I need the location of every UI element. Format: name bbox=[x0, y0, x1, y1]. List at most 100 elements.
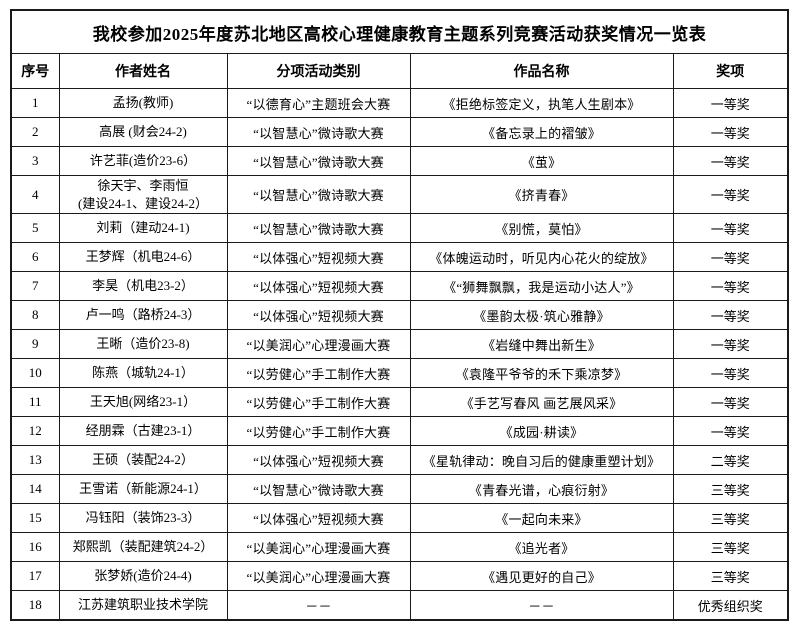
cell-no: 11 bbox=[10, 387, 60, 418]
cell-award: 二等奖 bbox=[672, 445, 789, 476]
cell-author: 江苏建筑职业技术学院 bbox=[58, 590, 228, 621]
cell-no: 10 bbox=[10, 358, 60, 389]
table-row: 12 经朋霖（古建23-1） “以劳健心”手工制作大赛 《成园·耕读》 一等奖 bbox=[10, 416, 789, 447]
cell-author: 卢一鸣（路桥24-3） bbox=[58, 300, 228, 331]
table-row: 8 卢一鸣（路桥24-3） “以体强心”短视频大赛 《墨韵太极·筑心雅静》 一等奖 bbox=[10, 300, 789, 331]
cell-work: 《手艺写春风 画艺展风采》 bbox=[409, 387, 674, 418]
cell-award: 三等奖 bbox=[672, 561, 789, 592]
cell-category: “以智慧心”微诗歌大赛 bbox=[226, 146, 411, 176]
table-row: 7 李昊（机电23-2） “以体强心”短视频大赛 《“狮舞飘飘，我是运动小达人”》 一等… bbox=[10, 271, 789, 302]
cell-category: “以劳健心”手工制作大赛 bbox=[226, 387, 411, 418]
table-title: 我校参加2025年度苏北地区高校心理健康教育主题系列竞赛活动获奖情况一览表 bbox=[10, 9, 789, 54]
cell-author: 许艺菲(造价23-6） bbox=[58, 146, 228, 176]
title-row: 我校参加2025年度苏北地区高校心理健康教育主题系列竞赛活动获奖情况一览表 bbox=[10, 9, 789, 54]
table-row: 18 江苏建筑职业技术学院 －－ －－ 优秀组织奖 bbox=[10, 590, 789, 621]
cell-category: “以体强心”短视频大赛 bbox=[226, 242, 411, 273]
cell-no: 4 bbox=[10, 174, 60, 215]
table-row: 2 高展 (财会24-2) “以智慧心”微诗歌大赛 《备忘录上的褶皱》 一等奖 bbox=[10, 117, 789, 147]
cell-award: 一等奖 bbox=[672, 358, 789, 389]
cell-award: 三等奖 bbox=[672, 503, 789, 534]
cell-category: “以体强心”短视频大赛 bbox=[226, 271, 411, 302]
cell-work: 《袁隆平爷爷的禾下乘凉梦》 bbox=[409, 358, 674, 389]
cell-category: “以德育心”主题班会大赛 bbox=[226, 88, 411, 118]
cell-award: 一等奖 bbox=[672, 387, 789, 418]
col-header-no: 序号 bbox=[10, 53, 60, 89]
cell-work: 《追光者》 bbox=[409, 532, 674, 563]
cell-no: 16 bbox=[10, 532, 60, 563]
awards-table: 我校参加2025年度苏北地区高校心理健康教育主题系列竞赛活动获奖情况一览表 序号… bbox=[10, 9, 790, 622]
cell-author: 孟扬(教师) bbox=[58, 88, 228, 118]
cell-no: 18 bbox=[10, 590, 60, 621]
cell-author: 陈燕（城轨24-1） bbox=[58, 358, 228, 389]
cell-author: 王晰（造价23-8) bbox=[58, 329, 228, 360]
cell-category: “以劳健心”手工制作大赛 bbox=[226, 358, 411, 389]
cell-work: 《岩缝中舞出新生》 bbox=[409, 329, 674, 360]
table-body: 1 孟扬(教师) “以德育心”主题班会大赛 《拒绝标签定义，执笔人生剧本》 一等奖 2 高展… bbox=[10, 88, 789, 621]
cell-work: 《遇见更好的自己》 bbox=[409, 561, 674, 592]
header-row: 序号 作者姓名 分项活动类别 作品名称 奖项 bbox=[10, 53, 789, 89]
cell-author: 王梦辉（机电24-6） bbox=[58, 242, 228, 273]
col-header-award: 奖项 bbox=[672, 53, 789, 89]
cell-category: “以智慧心”微诗歌大赛 bbox=[226, 213, 411, 244]
cell-award: 一等奖 bbox=[672, 416, 789, 447]
table-row: 15 冯钰阳（装饰23-3） “以体强心”短视频大赛 《一起向未来》 三等奖 bbox=[10, 503, 789, 534]
col-header-category: 分项活动类别 bbox=[226, 53, 411, 89]
cell-work: 《星轨律动：晚自习后的健康重塑计划》 bbox=[409, 445, 674, 476]
cell-no: 9 bbox=[10, 329, 60, 360]
cell-award: 一等奖 bbox=[672, 213, 789, 244]
cell-award: 一等奖 bbox=[672, 146, 789, 176]
table-row: 13 王硕（装配24-2） “以体强心”短视频大赛 《星轨律动：晚自习后的健康重塑计划… bbox=[10, 445, 789, 476]
cell-work: 《拒绝标签定义，执笔人生剧本》 bbox=[409, 88, 674, 118]
cell-no: 7 bbox=[10, 271, 60, 302]
table-row: 5 刘莉（建动24-1) “以智慧心”微诗歌大赛 《别慌，莫怕》 一等奖 bbox=[10, 213, 789, 244]
cell-author: 高展 (财会24-2) bbox=[58, 117, 228, 147]
cell-award: 一等奖 bbox=[672, 329, 789, 360]
cell-work: 《一起向未来》 bbox=[409, 503, 674, 534]
cell-category: －－ bbox=[226, 590, 411, 621]
cell-no: 2 bbox=[10, 117, 60, 147]
cell-category: “以体强心”短视频大赛 bbox=[226, 445, 411, 476]
cell-award: 一等奖 bbox=[672, 242, 789, 273]
cell-work: 《体魄运动时，听见内心花火的绽放》 bbox=[409, 242, 674, 273]
cell-category: “以体强心”短视频大赛 bbox=[226, 300, 411, 331]
cell-author: 王天旭(网络23-1） bbox=[58, 387, 228, 418]
cell-no: 15 bbox=[10, 503, 60, 534]
cell-work: －－ bbox=[409, 590, 674, 621]
cell-author: 经朋霖（古建23-1） bbox=[58, 416, 228, 447]
cell-author: 徐天宇、李雨恒 (建设24-1、建设24-2） bbox=[58, 174, 228, 215]
cell-award: 一等奖 bbox=[672, 117, 789, 147]
cell-work: 《成园·耕读》 bbox=[409, 416, 674, 447]
cell-award: 三等奖 bbox=[672, 474, 789, 505]
cell-work: 《“狮舞飘飘，我是运动小达人”》 bbox=[409, 271, 674, 302]
cell-author: 张梦娇(造价24-4) bbox=[58, 561, 228, 592]
cell-author: 刘莉（建动24-1) bbox=[58, 213, 228, 244]
cell-no: 1 bbox=[10, 88, 60, 118]
table-row: 17 张梦娇(造价24-4) “以美润心”心理漫画大赛 《遇见更好的自己》 三等奖 bbox=[10, 561, 789, 592]
cell-award: 一等奖 bbox=[672, 174, 789, 215]
cell-category: “以美润心”心理漫画大赛 bbox=[226, 329, 411, 360]
cell-no: 14 bbox=[10, 474, 60, 505]
table-row: 10 陈燕（城轨24-1） “以劳健心”手工制作大赛 《袁隆平爷爷的禾下乘凉梦》 一等奖 bbox=[10, 358, 789, 389]
table-row: 3 许艺菲(造价23-6） “以智慧心”微诗歌大赛 《茧》 一等奖 bbox=[10, 146, 789, 176]
col-header-work: 作品名称 bbox=[409, 53, 674, 89]
cell-no: 17 bbox=[10, 561, 60, 592]
cell-category: “以美润心”心理漫画大赛 bbox=[226, 561, 411, 592]
cell-author: 冯钰阳（装饰23-3） bbox=[58, 503, 228, 534]
table-row: 4 徐天宇、李雨恒 (建设24-1、建设24-2） “以智慧心”微诗歌大赛 《挤青春》… bbox=[10, 174, 789, 215]
table-row: 14 王雪诺（新能源24-1） “以智慧心”微诗歌大赛 《青春光谱，心痕衍射》 三等奖 bbox=[10, 474, 789, 505]
cell-work: 《墨韵太极·筑心雅静》 bbox=[409, 300, 674, 331]
cell-work: 《茧》 bbox=[409, 146, 674, 176]
cell-award: 优秀组织奖 bbox=[672, 590, 789, 621]
cell-category: “以智慧心”微诗歌大赛 bbox=[226, 474, 411, 505]
cell-no: 6 bbox=[10, 242, 60, 273]
cell-no: 8 bbox=[10, 300, 60, 331]
cell-category: “以体强心”短视频大赛 bbox=[226, 503, 411, 534]
cell-no: 12 bbox=[10, 416, 60, 447]
cell-award: 一等奖 bbox=[672, 88, 789, 118]
cell-work: 《别慌，莫怕》 bbox=[409, 213, 674, 244]
table-row: 16 郑熙凯（装配建筑24-2） “以美润心”心理漫画大赛 《追光者》 三等奖 bbox=[10, 532, 789, 563]
cell-category: “以智慧心”微诗歌大赛 bbox=[226, 174, 411, 215]
cell-no: 3 bbox=[10, 146, 60, 176]
cell-no: 13 bbox=[10, 445, 60, 476]
